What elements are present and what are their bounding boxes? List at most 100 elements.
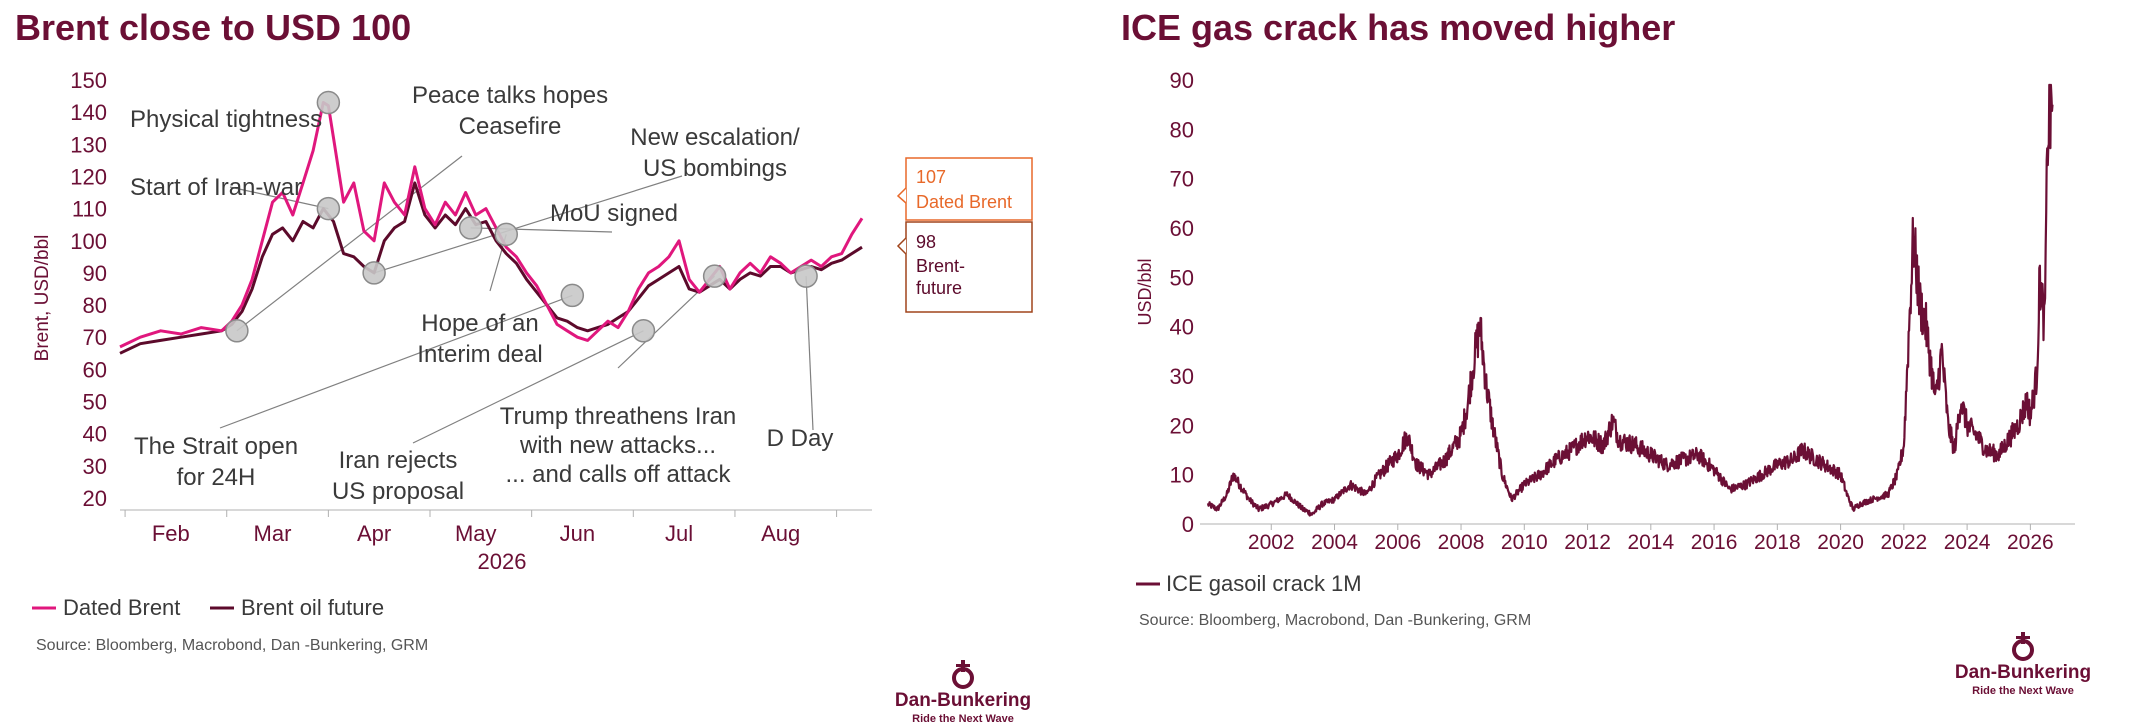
brent-legend: Dated Brent Brent oil future <box>32 595 384 620</box>
y-tick-label: 90 <box>1170 68 1194 93</box>
annotation-leader <box>236 155 463 332</box>
x-tick-label: 2020 <box>1817 531 1864 554</box>
event-marker <box>560 283 585 308</box>
annotation-leader <box>373 175 683 274</box>
brent-future-callout-label: Brent-future <box>916 256 965 298</box>
x-tick-label: Apr <box>357 521 391 546</box>
annotation-text: MoU signed <box>550 200 678 227</box>
y-tick-label: 60 <box>83 357 107 382</box>
x-tick-label: 2008 <box>1438 531 1485 554</box>
brent-future-callout-value: 98 <box>916 232 936 252</box>
annotation-text: D Day <box>767 425 834 452</box>
logo-tagline: Ride the Next Wave <box>912 713 1014 725</box>
brand-logo-left: Dan-Bunkering Ride the Next Wave <box>895 660 1031 725</box>
brent-annotation-leaders <box>219 155 814 444</box>
brent-future-callout-box <box>905 221 1033 313</box>
event-marker <box>631 319 656 343</box>
brent-series-group <box>119 101 864 355</box>
dated-brent-callout-box <box>905 157 1033 221</box>
annotation-text: Iran rejects US proposal <box>332 447 464 505</box>
brent-annotations: Physical tightness Peace talks hopes Cease… <box>130 82 833 505</box>
annotation-text: Physical tightness <box>130 106 322 133</box>
event-marker <box>316 90 341 115</box>
event-marker <box>225 319 249 343</box>
gasoil-y-ticks: 0 10 20 30 40 50 60 70 80 90 <box>1170 68 1194 537</box>
y-tick-label: 40 <box>1170 315 1194 340</box>
x-tick-label: 2018 <box>1754 531 1801 554</box>
gasoil-source-note: Source: Bloomberg, Macrobond, Dan -Bunke… <box>1139 612 1531 629</box>
x-tick-label: 2022 <box>1880 531 1927 554</box>
dated-brent-line <box>119 101 864 349</box>
gasoil-chart-panel: ICE gas crack has moved higher USD/bbl 0… <box>1121 7 2075 629</box>
logo-wordmark: Dan-Bunkering <box>895 690 1031 711</box>
logo-wordmark: Dan-Bunkering <box>1955 662 2091 683</box>
brent-future-callout-pointer <box>896 237 907 255</box>
y-tick-label: 80 <box>1170 117 1194 142</box>
y-tick-label: 50 <box>83 390 107 415</box>
anchor-icon <box>2012 632 2034 661</box>
brand-logo-right: Dan-Bunkering Ride the Next Wave <box>1955 632 2091 697</box>
x-tick-label: 2016 <box>1691 531 1738 554</box>
x-tick-label: Feb <box>152 521 190 546</box>
y-tick-label: 110 <box>72 197 107 222</box>
y-tick-label: 90 <box>83 261 107 286</box>
brent-x-ticks: Feb Mar Apr May Jun Jul Aug <box>124 510 838 546</box>
brent-future-line <box>119 181 863 355</box>
event-marker <box>316 196 341 221</box>
y-tick-label: 140 <box>70 100 107 125</box>
y-tick-label: 30 <box>1170 364 1194 389</box>
x-tick-label: Jul <box>665 521 693 546</box>
annotation-text: The Strait open for 24H <box>134 433 298 491</box>
event-marker <box>794 264 818 288</box>
x-tick-label: 2012 <box>1564 531 1611 554</box>
gasoil-legend: ICE gasoil crack 1M <box>1136 571 1362 596</box>
dated-brent-callout: 107 Dated Brent <box>896 157 1033 221</box>
event-marker <box>362 261 386 285</box>
annotation-text: Start of Iran-war <box>130 174 302 201</box>
brent-chart-panel: Brent close to USD 100 Brent, USD/bbl 20… <box>15 7 1033 654</box>
anchor-icon <box>952 660 974 689</box>
x-tick-label: 2006 <box>1374 531 1421 554</box>
gasoil-chart-title: ICE gas crack has moved higher <box>1121 7 1675 48</box>
x-tick-label: 2024 <box>1944 531 1991 554</box>
dated-brent-callout-label: Dated Brent <box>916 192 1012 212</box>
legend-label-dated-brent: Dated Brent <box>63 595 180 620</box>
annotation-leader <box>805 276 814 431</box>
x-tick-label: Aug <box>761 521 800 546</box>
event-marker <box>458 216 483 240</box>
y-tick-label: 0 <box>1182 512 1194 537</box>
annotation-text: Peace talks hopes Ceasefire <box>412 82 608 140</box>
y-tick-label: 40 <box>83 422 107 447</box>
gasoil-crack-line <box>1206 83 2054 517</box>
annotation-text: New escalation/US bombings <box>630 124 800 182</box>
legend-label-gasoil-crack: ICE gasoil crack 1M <box>1166 571 1362 596</box>
x-tick-label: 2014 <box>1627 531 1674 554</box>
brent-year-label: 2026 <box>478 549 527 574</box>
legend-label-brent-future: Brent oil future <box>241 595 384 620</box>
x-tick-label: 2002 <box>1248 531 1295 554</box>
y-tick-label: 20 <box>1170 413 1194 438</box>
x-tick-label: 2010 <box>1501 531 1548 554</box>
brent-y-axis-label: Brent, USD/bbl <box>32 235 53 362</box>
dated-brent-callout-pointer <box>896 187 907 204</box>
y-tick-label: 30 <box>83 454 107 479</box>
annotation-leader <box>470 227 613 233</box>
y-tick-label: 120 <box>70 164 107 189</box>
brent-y-ticks: 20 30 40 50 60 70 80 90 100 110 120 130 140 150 <box>70 68 107 511</box>
y-tick-label: 50 <box>1170 265 1194 290</box>
brent-source-note: Source: Bloomberg, Macrobond, Dan -Bunke… <box>36 637 428 654</box>
y-tick-label: 130 <box>70 132 107 157</box>
annotation-text: Trump threathens Iran with new attacks...… <box>500 403 737 488</box>
y-tick-label: 80 <box>83 293 107 318</box>
logo-tagline: Ride the Next Wave <box>1972 685 2074 697</box>
x-tick-label: 2026 <box>2007 531 2054 554</box>
y-tick-label: 70 <box>83 325 107 350</box>
gasoil-y-axis-label: USD/bbl <box>1135 258 1155 325</box>
y-tick-label: 10 <box>1170 463 1194 488</box>
brent-future-callout: 98 Brent-future <box>896 221 1033 313</box>
y-tick-label: 70 <box>1170 167 1194 192</box>
x-tick-label: Mar <box>254 521 292 546</box>
x-tick-label: Jun <box>560 521 595 546</box>
event-marker <box>494 222 518 247</box>
